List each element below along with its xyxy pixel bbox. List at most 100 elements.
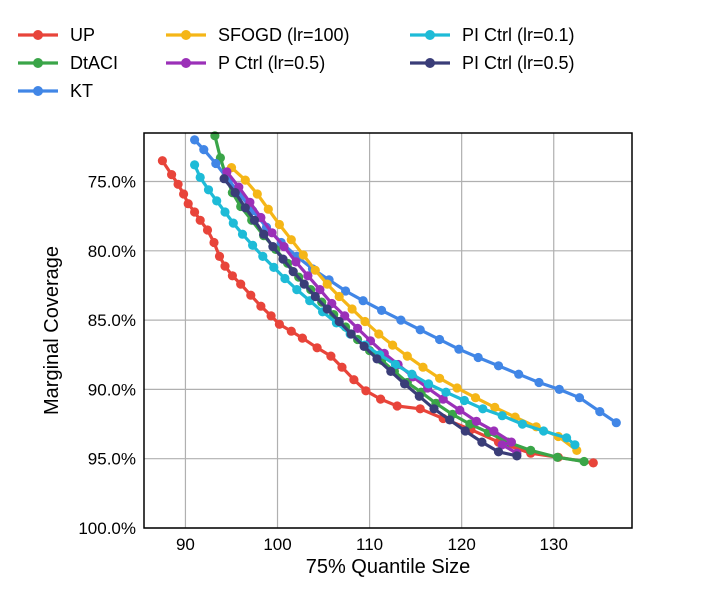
data-point [454, 344, 464, 354]
data-point [377, 305, 387, 315]
data-point [310, 265, 320, 275]
data-point [349, 375, 359, 385]
data-point [246, 290, 256, 300]
legend-swatch-marker [425, 58, 435, 68]
legend-swatch-marker [33, 30, 43, 40]
series-lines [157, 131, 621, 468]
data-point [574, 393, 585, 403]
data-point [415, 404, 425, 414]
legend-label: UP [70, 25, 95, 45]
data-point [299, 279, 309, 289]
data-point [346, 329, 356, 339]
data-point [473, 352, 483, 363]
data-point [435, 334, 445, 345]
data-point [374, 329, 384, 339]
legend-swatch-marker [33, 86, 43, 96]
data-point [595, 407, 605, 417]
data-point [279, 242, 289, 252]
data-point [267, 228, 277, 238]
data-point [322, 279, 332, 289]
legend-label: PI Ctrl (lr=0.1) [462, 25, 575, 45]
legend-item: SFOGD (lr=100) [166, 25, 350, 45]
data-point [438, 394, 448, 404]
data-point [334, 316, 344, 327]
data-point [292, 285, 302, 295]
legend-swatch-marker [33, 58, 43, 68]
series-0 [157, 156, 598, 468]
legend-item: KT [18, 81, 93, 101]
data-point [347, 304, 357, 314]
data-point [173, 179, 183, 189]
data-point [252, 189, 262, 199]
data-point [310, 291, 320, 302]
data-point [554, 384, 564, 394]
data-point [190, 160, 200, 170]
data-point [526, 445, 536, 455]
data-point [236, 279, 246, 289]
data-point [390, 359, 400, 370]
data-point [611, 418, 621, 428]
data-point [579, 456, 589, 467]
legend: UP DtACI KT SFOGD (lr=100) P Ctrl (lr=0.5) PI… [18, 25, 575, 101]
data-point [372, 354, 382, 364]
legend-item: DtACI [18, 53, 118, 73]
data-point [489, 426, 499, 436]
data-point [534, 377, 544, 388]
data-point [249, 215, 260, 225]
data-point [183, 199, 193, 209]
data-point [361, 386, 371, 396]
data-point [341, 286, 351, 296]
legend-label: P Ctrl (lr=0.5) [218, 53, 325, 73]
legend-item: UP [18, 25, 95, 45]
data-point [459, 395, 469, 406]
data-point [392, 401, 402, 411]
data-point [315, 285, 325, 295]
data-point [490, 402, 500, 412]
data-point [470, 393, 481, 403]
data-point [280, 273, 290, 284]
data-point [237, 229, 248, 239]
data-point [435, 373, 445, 383]
data-point [326, 351, 336, 361]
x-axis-label: 75% Quantile Size [306, 556, 471, 578]
x-tick-label: 130 [540, 535, 568, 554]
data-point [506, 437, 516, 447]
data-point [222, 167, 232, 177]
data-point [415, 325, 425, 335]
data-point [258, 251, 268, 261]
y-tick-label: 95.0% [88, 450, 136, 469]
data-point [477, 437, 487, 447]
legend-swatch-marker [425, 30, 435, 40]
data-point [278, 254, 288, 264]
y-tick-label: 85.0% [88, 311, 136, 330]
data-point [570, 440, 580, 450]
data-point [334, 291, 344, 302]
y-axis-label: Marginal Coverage [41, 246, 63, 415]
legend-swatch-marker [181, 30, 191, 40]
data-point [400, 379, 410, 389]
data-point [179, 189, 189, 199]
data-point [230, 188, 240, 198]
x-tick-label: 100 [263, 535, 291, 554]
series-line [213, 135, 585, 464]
data-point [203, 185, 214, 195]
series-3 [226, 163, 582, 455]
data-point [455, 405, 465, 415]
data-point [358, 296, 368, 306]
data-point [190, 207, 200, 217]
data-point [190, 135, 200, 145]
data-point [360, 316, 370, 327]
data-point [402, 351, 412, 361]
data-point [288, 267, 298, 277]
data-point [429, 404, 439, 414]
data-point [552, 452, 563, 462]
data-point [396, 315, 406, 325]
data-point [259, 229, 269, 239]
data-point [202, 225, 213, 235]
data-point [312, 343, 322, 353]
data-point [195, 215, 205, 225]
data-point [291, 257, 301, 267]
data-point [388, 340, 398, 350]
data-point [322, 304, 332, 314]
